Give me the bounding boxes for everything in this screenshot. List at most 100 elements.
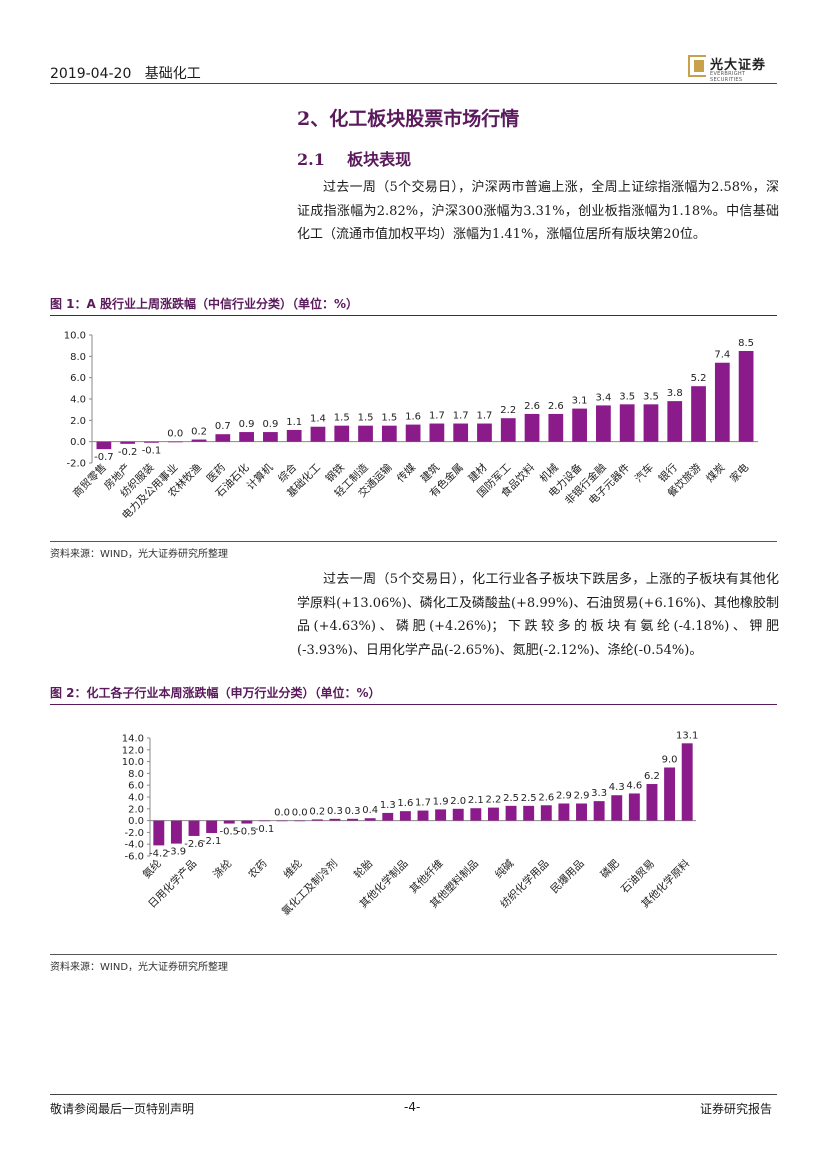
y-tick-label: 6.0 — [128, 781, 144, 792]
data-label: -0.5 — [237, 827, 257, 838]
data-label: 2.6 — [538, 792, 554, 803]
bar — [191, 439, 207, 442]
bar — [311, 819, 323, 821]
y-tick-label: 0.0 — [70, 437, 86, 448]
bar — [576, 803, 587, 821]
bar — [399, 811, 411, 821]
category-label: 涤纶 — [210, 857, 234, 881]
data-label: 1.9 — [433, 796, 449, 807]
y-tick-label: 0.0 — [128, 816, 144, 827]
data-label: 2.9 — [556, 790, 572, 801]
bar — [429, 423, 445, 442]
data-label: 0.0 — [274, 808, 290, 819]
bar — [596, 405, 611, 442]
category-label: 传媒 — [394, 461, 418, 485]
bar — [153, 820, 165, 846]
category-label: 维纶 — [281, 857, 305, 881]
figure2-title: 图 2：化工各子行业本周涨跌幅（申万行业分类）（单位：%） — [50, 686, 381, 700]
y-tick-label: -6.0 — [124, 852, 144, 863]
y-tick-label: 8.0 — [128, 769, 144, 780]
bar — [239, 432, 254, 442]
bar — [619, 404, 635, 442]
bar — [487, 807, 499, 821]
footer-divider — [50, 1094, 777, 1095]
category-label: 煤炭 — [703, 461, 727, 485]
paragraph-text: 过去一周（5个交易日），化工行业各子板块下跌居多，上涨的子板块有其他化学原料(+… — [297, 572, 779, 658]
bar — [382, 812, 394, 821]
data-label: 3.4 — [595, 392, 611, 403]
logo-subtext: EVERBRIGHT SECURITIES — [710, 71, 746, 83]
data-label: 0.3 — [327, 806, 343, 817]
category-label: 计算机 — [244, 461, 276, 493]
bar — [548, 413, 564, 442]
figure2-top-rule — [50, 704, 777, 705]
bar — [96, 441, 112, 450]
data-label: 0.9 — [239, 419, 255, 430]
data-label: 2.6 — [548, 401, 564, 412]
bar — [452, 808, 464, 821]
data-label: 0.2 — [191, 427, 207, 438]
bar — [144, 441, 159, 443]
bar — [310, 426, 326, 442]
bar — [500, 418, 516, 442]
y-tick-label: 6.0 — [70, 373, 86, 384]
data-label: 1.1 — [286, 417, 302, 428]
y-tick-label: 12.0 — [122, 745, 144, 756]
bar — [329, 818, 341, 821]
bar — [572, 408, 587, 442]
bar — [347, 818, 359, 821]
data-label: -0.1 — [142, 446, 162, 457]
category-label: 磷肥 — [598, 857, 622, 881]
subsection-label: 板块表现 — [347, 150, 412, 169]
bar — [664, 767, 676, 821]
data-label: 1.7 — [415, 798, 431, 809]
data-label: 2.5 — [521, 793, 537, 804]
footer-disclaimer: 敬请参阅最后一页特别声明 — [50, 1102, 195, 1116]
category-label: 轮胎 — [351, 857, 375, 881]
bar — [358, 425, 373, 442]
figure2-source: 资料来源：WIND，光大证券研究所整理 — [50, 962, 229, 973]
bar — [646, 784, 658, 821]
y-tick-label: -4.0 — [124, 840, 144, 851]
y-tick-label: 4.0 — [128, 793, 144, 804]
data-label: 1.5 — [334, 413, 350, 424]
bar — [540, 805, 552, 821]
bar — [276, 820, 288, 822]
data-label: 0.3 — [345, 806, 361, 817]
data-label: 1.5 — [358, 413, 374, 424]
data-label: 1.7 — [453, 411, 469, 422]
bar — [294, 820, 306, 822]
data-label: 2.1 — [468, 795, 484, 806]
bar — [667, 401, 683, 442]
company-logo: 光大证券 EVERBRIGHT SECURITIES — [688, 55, 778, 83]
data-label: 0.7 — [215, 421, 231, 432]
bar — [241, 820, 253, 824]
data-label: 1.4 — [310, 414, 326, 425]
data-label: -0.5 — [220, 827, 240, 838]
data-label: 2.2 — [500, 405, 516, 416]
bar — [120, 441, 136, 444]
y-tick-label: -2.0 — [66, 459, 86, 470]
paragraph-text: 过去一周（5个交易日），沪深两市普遍上涨，全周上证综指涨幅为2.58%，深证成指… — [297, 180, 779, 242]
data-label: 2.0 — [450, 796, 466, 807]
data-label: 4.6 — [626, 780, 642, 791]
data-label: 1.7 — [477, 411, 493, 422]
bar — [206, 820, 218, 833]
bar — [681, 743, 693, 821]
data-label: -0.7 — [94, 452, 114, 463]
data-label: -3.9 — [167, 847, 187, 858]
data-label: 2.2 — [485, 795, 501, 806]
bar — [381, 425, 397, 442]
category-label: 纯碱 — [492, 857, 516, 881]
category-label: 民爆用品 — [548, 857, 587, 896]
data-label: 0.0 — [167, 429, 183, 440]
data-label: -0.1 — [255, 824, 275, 835]
data-label: 4.3 — [609, 782, 625, 793]
data-label: 1.5 — [381, 413, 397, 424]
data-label: 2.5 — [503, 793, 519, 804]
bar — [524, 413, 540, 442]
bar — [405, 424, 421, 442]
bar — [611, 795, 623, 821]
data-label: -0.2 — [118, 447, 138, 458]
data-label: 1.3 — [380, 800, 396, 811]
